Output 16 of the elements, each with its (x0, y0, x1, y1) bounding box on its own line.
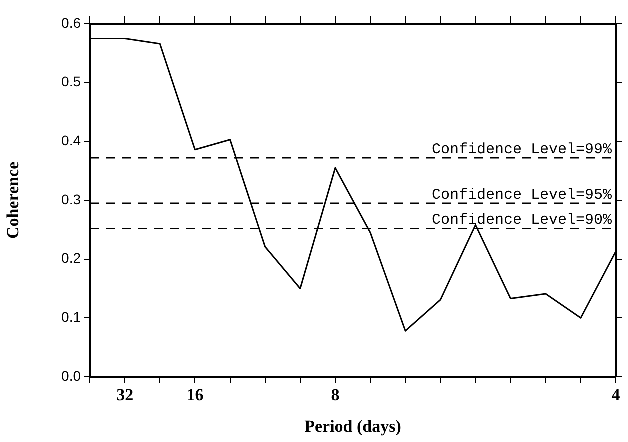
x-tick-label: 32 (116, 386, 134, 405)
annotation: Confidence Level=95% (432, 186, 613, 204)
y-tick-label: 0.1 (62, 309, 82, 326)
y-axis-title: Coherence (4, 161, 23, 240)
y-tick-label: 0.2 (62, 250, 82, 266)
x-axis-title: Period (days) (304, 417, 402, 436)
x-tick-label: 16 (186, 386, 204, 405)
annotation: Confidence Level=90% (432, 212, 613, 230)
annotation: Confidence Level=99% (432, 142, 613, 159)
y-tick-label: 0.5 (62, 74, 82, 90)
y-tick-label: 0.6 (62, 14, 82, 31)
y-tick-label: 0.4 (62, 132, 82, 149)
y-tick-label: 0.3 (62, 191, 82, 208)
y-tick-label: 0.0 (62, 368, 82, 384)
x-tick-label: 8 (331, 386, 340, 405)
x-tick-label: 4 (612, 386, 621, 405)
